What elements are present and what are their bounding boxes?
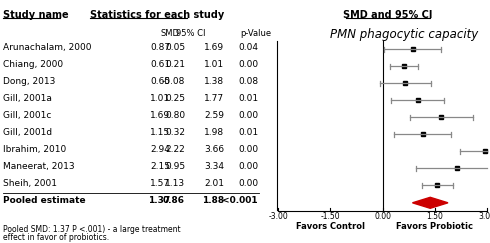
Text: 2.01: 2.01: [204, 179, 224, 188]
Text: Dong, 2013: Dong, 2013: [3, 77, 55, 86]
Text: 0.00: 0.00: [238, 145, 258, 154]
Text: -1.50: -1.50: [320, 212, 340, 221]
Text: 1.69: 1.69: [204, 43, 224, 52]
Text: 0.86: 0.86: [163, 196, 185, 205]
Text: 0.00: 0.00: [238, 111, 258, 120]
Text: 0.01: 0.01: [238, 128, 258, 137]
Text: p-Value: p-Value: [240, 29, 271, 38]
Text: 1.01: 1.01: [150, 94, 170, 103]
Text: Ibrahim, 2010: Ibrahim, 2010: [3, 145, 66, 154]
Bar: [403, 81, 407, 86]
Text: 3.34: 3.34: [204, 162, 224, 171]
Text: 0.04: 0.04: [238, 43, 258, 52]
Text: Maneerat, 2013: Maneerat, 2013: [3, 162, 74, 171]
Bar: [483, 149, 487, 154]
Text: 2.59: 2.59: [204, 111, 224, 120]
Bar: [416, 98, 419, 103]
Text: 1.38: 1.38: [204, 77, 224, 86]
Text: 1.15: 1.15: [150, 128, 170, 137]
Text: 0.00: 0.00: [238, 179, 258, 188]
Text: 1.01: 1.01: [204, 60, 224, 69]
Text: Pooled estimate: Pooled estimate: [3, 196, 86, 205]
Text: 2.22: 2.22: [165, 145, 185, 154]
Text: 1.50: 1.50: [426, 212, 443, 221]
Bar: [420, 132, 424, 137]
Text: Chiang, 2000: Chiang, 2000: [3, 60, 63, 69]
Text: <0.001: <0.001: [222, 196, 258, 205]
Text: 3.66: 3.66: [204, 145, 224, 154]
Text: 0.80: 0.80: [165, 111, 185, 120]
Text: 3.00: 3.00: [479, 212, 490, 221]
Text: 95% CI: 95% CI: [176, 29, 206, 38]
Text: Favors Control: Favors Control: [296, 222, 365, 231]
Text: Statistics for each study: Statistics for each study: [90, 10, 224, 20]
Text: Favors Probiotic: Favors Probiotic: [396, 222, 473, 231]
Text: 0.65: 0.65: [150, 77, 170, 86]
Bar: [455, 166, 460, 170]
Text: Study name: Study name: [3, 10, 69, 20]
Text: 0.32: 0.32: [165, 128, 185, 137]
Bar: [435, 183, 439, 187]
Text: 1.69: 1.69: [150, 111, 170, 120]
Text: 1.13: 1.13: [165, 179, 185, 188]
Text: Gill, 2001a: Gill, 2001a: [3, 94, 52, 103]
Text: 0.05: 0.05: [165, 43, 185, 52]
Text: PMN phagocytic capacity: PMN phagocytic capacity: [330, 28, 479, 41]
Text: 0.00: 0.00: [238, 60, 258, 69]
Text: 2.94: 2.94: [150, 145, 170, 154]
Text: -3.00: -3.00: [268, 212, 288, 221]
Text: 1.77: 1.77: [204, 94, 224, 103]
Bar: [411, 47, 415, 52]
Text: Sheih, 2001: Sheih, 2001: [3, 179, 57, 188]
Bar: [440, 115, 443, 120]
Text: SMD and 95% CI: SMD and 95% CI: [343, 10, 432, 20]
Text: -0.08: -0.08: [162, 77, 185, 86]
Text: 0.01: 0.01: [238, 94, 258, 103]
Text: 1.57: 1.57: [150, 179, 170, 188]
Text: SMD: SMD: [160, 29, 179, 38]
Text: Arunachalam, 2000: Arunachalam, 2000: [3, 43, 92, 52]
Text: effect in favor of probiotics.: effect in favor of probiotics.: [3, 233, 109, 242]
Text: 0.00: 0.00: [374, 212, 391, 221]
Text: 0.25: 0.25: [165, 94, 185, 103]
Text: 0.95: 0.95: [165, 162, 185, 171]
Text: 1.98: 1.98: [204, 128, 224, 137]
Text: 0.08: 0.08: [238, 77, 258, 86]
Polygon shape: [413, 197, 448, 208]
Text: 0.61: 0.61: [150, 60, 170, 69]
Text: 2.15: 2.15: [150, 162, 170, 171]
Text: 0.21: 0.21: [165, 60, 185, 69]
Text: Gill, 2001d: Gill, 2001d: [3, 128, 52, 137]
Text: 1.37: 1.37: [148, 196, 170, 205]
Text: 1.88: 1.88: [202, 196, 224, 205]
Text: Pooled SMD: 1.37 P <.001) - a large treatment: Pooled SMD: 1.37 P <.001) - a large trea…: [3, 225, 181, 234]
Text: 0.00: 0.00: [238, 162, 258, 171]
Text: Gill, 2001c: Gill, 2001c: [3, 111, 51, 120]
Bar: [402, 64, 406, 69]
Text: 0.87: 0.87: [150, 43, 170, 52]
